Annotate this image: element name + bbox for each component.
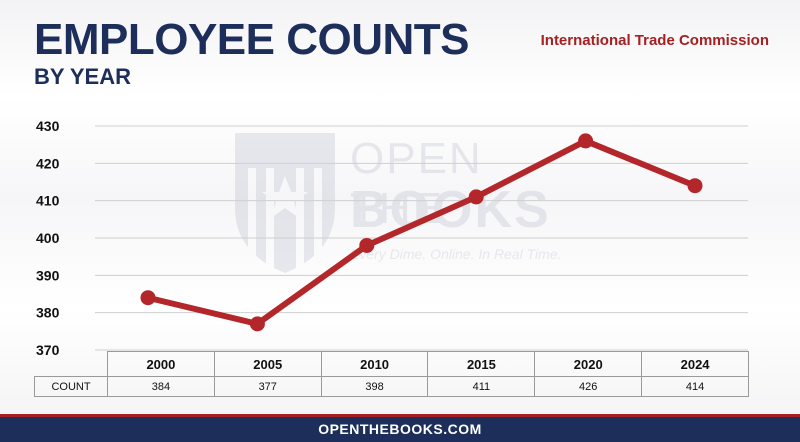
chart-subtitle: BY YEAR (34, 64, 132, 89)
agency-name: International Trade Commission (540, 32, 769, 49)
x-tick-label: 2010 (320, 351, 429, 377)
count-table: 2000 2005 2010 2015 2020 2024 COUNT 384 377 398… (34, 351, 749, 397)
watermark-line1: OPEN THE (350, 134, 483, 233)
count-cell: 414 (641, 376, 749, 397)
y-tick-label: 410 (36, 193, 60, 209)
footer-bar: OPENTHEBOOKS.COM (0, 414, 800, 442)
y-tick-label: 390 (36, 267, 60, 283)
y-tick-label: 380 (36, 305, 60, 321)
count-row-label: COUNT (34, 376, 108, 397)
data-point (359, 237, 375, 253)
x-tick-label: 2015 (427, 351, 536, 377)
table-count-row: COUNT 384 377 398 411 426 414 (34, 376, 749, 397)
data-point (140, 290, 156, 306)
table-corner (34, 351, 108, 377)
y-tick-label: 430 (36, 118, 60, 134)
table-header-row: 2000 2005 2010 2015 2020 2024 (34, 351, 749, 377)
x-tick-label: 2020 (534, 351, 643, 377)
series-line (145, 137, 698, 327)
count-cell: 377 (213, 376, 322, 397)
x-tick-label: 2024 (641, 351, 749, 377)
data-point (578, 133, 594, 149)
x-tick-label: 2005 (213, 351, 322, 377)
chart-title: EMPLOYEE COUNTS (34, 15, 470, 64)
data-point (468, 189, 484, 205)
watermark: OPEN THE BOOKS Every Dime. Online. In Re… (230, 128, 590, 278)
y-tick-label: 420 (36, 155, 60, 171)
watermark-tagline: Every Dime. Online. In Real Time. (350, 246, 562, 262)
count-cell: 411 (427, 376, 536, 397)
data-point (687, 178, 703, 194)
count-cell: 398 (320, 376, 429, 397)
count-cell: 384 (107, 376, 215, 397)
data-point (249, 316, 265, 332)
count-cell: 426 (534, 376, 643, 397)
footer-site-link[interactable]: OPENTHEBOOKS.COM (318, 421, 482, 437)
x-tick-label: 2000 (107, 351, 215, 377)
y-tick-label: 400 (36, 230, 60, 246)
